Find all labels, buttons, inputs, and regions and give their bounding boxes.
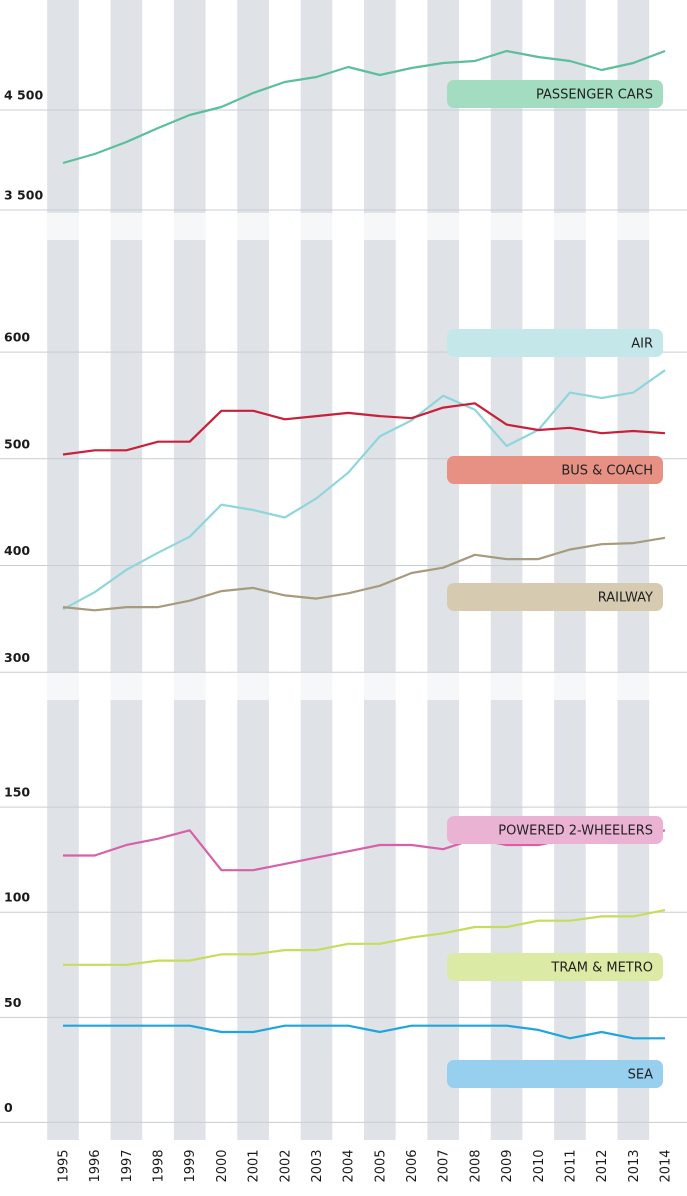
legend-box bbox=[447, 816, 663, 844]
y-tick-label: 50 bbox=[4, 995, 22, 1010]
y-tick-label: 150 bbox=[4, 785, 30, 800]
legend-box bbox=[447, 583, 663, 611]
series-line bbox=[63, 909, 666, 966]
x-tick-label: 2014 bbox=[659, 1149, 674, 1182]
x-tick-label: 2003 bbox=[310, 1149, 325, 1182]
x-tick-label: 2008 bbox=[468, 1149, 483, 1182]
column-stripe bbox=[617, 0, 650, 1140]
series-line bbox=[62, 402, 666, 456]
x-tick-label: 2009 bbox=[500, 1149, 515, 1182]
x-tick-label: 1996 bbox=[88, 1149, 103, 1182]
panel-separator bbox=[0, 213, 687, 240]
column-stripe bbox=[237, 0, 269, 1140]
panel-separator bbox=[0, 672, 687, 700]
x-tick-label: 1998 bbox=[152, 1149, 167, 1182]
y-tick-label: 100 bbox=[4, 890, 30, 905]
y-tick-label: 500 bbox=[4, 436, 30, 451]
legend-label: AIR bbox=[631, 337, 653, 352]
y-tick-label: 600 bbox=[4, 330, 30, 345]
series-line bbox=[62, 369, 666, 611]
legend-box bbox=[447, 1060, 663, 1088]
x-tick-label: 1995 bbox=[57, 1149, 72, 1182]
y-tick-label: 3 500 bbox=[4, 188, 43, 203]
legend-label: RAILWAY bbox=[598, 591, 653, 606]
x-tick-label: 1997 bbox=[120, 1149, 135, 1182]
series-line bbox=[62, 49, 666, 165]
x-tick-label: 2006 bbox=[405, 1149, 420, 1182]
series-line bbox=[62, 536, 666, 612]
legend-label: SEA bbox=[628, 1068, 653, 1083]
y-tick-label: 400 bbox=[4, 543, 30, 558]
x-tick-label: 2004 bbox=[342, 1149, 357, 1182]
x-tick-label: 2000 bbox=[215, 1149, 230, 1182]
x-tick-label: 2007 bbox=[437, 1149, 452, 1182]
column-stripe bbox=[173, 0, 206, 1140]
x-tick-label: 2005 bbox=[373, 1149, 388, 1182]
x-tick-label: 2002 bbox=[278, 1149, 293, 1182]
legend-label: POWERED 2-WHEELERS bbox=[498, 824, 653, 839]
series-line bbox=[63, 1024, 665, 1040]
x-tick-label: 2001 bbox=[247, 1149, 262, 1182]
column-stripe bbox=[364, 0, 396, 1140]
legend-box bbox=[447, 953, 663, 981]
column-stripe bbox=[300, 0, 333, 1140]
x-tick-label: 2013 bbox=[627, 1149, 642, 1182]
x-tick-label: 1999 bbox=[183, 1149, 198, 1182]
legend-label: TRAM & METRO bbox=[550, 961, 653, 976]
legend-label: BUS & COACH bbox=[561, 464, 653, 479]
legend-box bbox=[447, 456, 663, 484]
column-stripe bbox=[490, 0, 523, 1140]
x-tick-label: 2011 bbox=[563, 1149, 578, 1182]
y-tick-label: 0 bbox=[4, 1100, 13, 1115]
x-tick-label: 2010 bbox=[532, 1149, 547, 1182]
legend-box bbox=[447, 329, 663, 357]
column-stripe bbox=[554, 0, 586, 1140]
x-tick-label: 2012 bbox=[595, 1149, 610, 1182]
legend-box bbox=[447, 80, 663, 108]
y-tick-label: 300 bbox=[4, 650, 30, 665]
legend-label: PASSENGER CARS bbox=[536, 88, 653, 103]
y-tick-label: 4 500 bbox=[4, 88, 43, 103]
column-stripe bbox=[47, 0, 79, 1140]
